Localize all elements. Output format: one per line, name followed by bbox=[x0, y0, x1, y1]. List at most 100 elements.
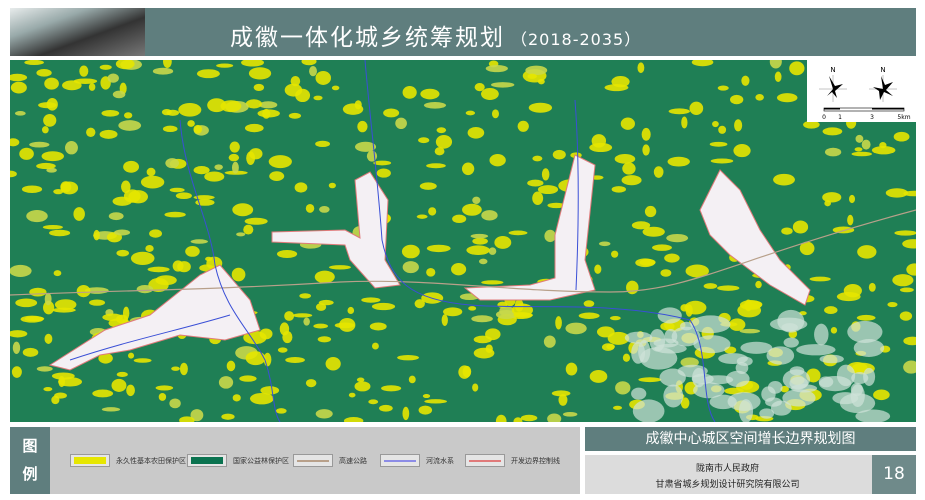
terrain-patch bbox=[847, 320, 883, 343]
farmland-patch bbox=[65, 141, 78, 155]
farmland-patch bbox=[481, 280, 504, 285]
farmland-patch bbox=[532, 155, 543, 162]
farmland-patch bbox=[642, 226, 665, 237]
farmland-patch bbox=[169, 187, 185, 193]
river-line bbox=[364, 60, 716, 422]
farmland-patch bbox=[207, 98, 226, 113]
farmland-patch bbox=[641, 127, 651, 141]
legend-item-forest: 国家公益林保护区 bbox=[187, 454, 289, 467]
terrain-patch bbox=[709, 394, 737, 410]
farmland-patch bbox=[314, 270, 335, 284]
terrain-patch bbox=[818, 376, 834, 388]
farmland-patch bbox=[488, 247, 497, 255]
farmland-patch bbox=[402, 406, 410, 421]
highway-line bbox=[10, 209, 916, 296]
farmland-patch bbox=[38, 102, 57, 109]
farmland-patch bbox=[216, 63, 234, 68]
farmland-patch bbox=[626, 280, 639, 295]
terrain-patch bbox=[703, 375, 734, 385]
farmland-patch bbox=[86, 127, 96, 137]
farmland-patch bbox=[62, 80, 82, 91]
legend-item-river: 河流水系 bbox=[380, 454, 454, 467]
farmland-patch bbox=[241, 60, 265, 67]
farmland-patch bbox=[376, 168, 391, 178]
farmland-patch bbox=[461, 162, 475, 176]
farmland-patch bbox=[604, 84, 629, 92]
farmland-patch bbox=[824, 306, 838, 315]
farmland-patch bbox=[472, 196, 481, 205]
farmland-patch bbox=[190, 239, 208, 244]
farmland-patch bbox=[873, 389, 890, 401]
farmland-patch bbox=[130, 251, 155, 265]
farmland-patch bbox=[328, 182, 336, 189]
farmland-patch bbox=[147, 266, 170, 273]
farmland-patch bbox=[611, 186, 627, 193]
farmland-patch bbox=[383, 108, 400, 118]
farmland-patch bbox=[583, 300, 595, 308]
farmland-patch bbox=[861, 139, 871, 150]
farmland-patch bbox=[443, 307, 463, 317]
farmland-patch bbox=[232, 203, 254, 217]
farmland-patch bbox=[471, 315, 493, 323]
farmland-patch bbox=[547, 413, 562, 422]
farmland-patch bbox=[598, 241, 611, 247]
farmland-patch bbox=[468, 306, 477, 311]
farmland-patch bbox=[155, 385, 174, 391]
farmland-patch bbox=[495, 310, 517, 320]
farmland-patch bbox=[43, 113, 57, 127]
farmland-patch bbox=[903, 336, 916, 346]
farmland-patch bbox=[508, 230, 528, 236]
farmland-patch bbox=[187, 120, 195, 127]
farmland-patch bbox=[562, 411, 578, 417]
farmland-patch bbox=[418, 405, 433, 415]
farmland-patch bbox=[769, 60, 782, 69]
farmland-patch bbox=[717, 285, 740, 291]
farmland-patch bbox=[435, 134, 453, 149]
svg-text:N: N bbox=[830, 66, 835, 74]
terrain-patch bbox=[727, 392, 761, 411]
farmland-patch bbox=[101, 109, 120, 117]
farmland-patch bbox=[193, 124, 203, 134]
farmland-patch bbox=[108, 212, 124, 221]
farmland-patch bbox=[10, 73, 28, 82]
farmland-patch bbox=[621, 175, 642, 186]
farmland-patch bbox=[799, 241, 815, 256]
farmland-patch bbox=[116, 249, 130, 257]
farmland-patch bbox=[175, 192, 192, 200]
farmland-patch bbox=[830, 327, 838, 334]
farmland-patch bbox=[371, 342, 379, 350]
farmland-patch bbox=[93, 229, 100, 241]
farmland-patch bbox=[54, 299, 77, 311]
farmland-patch bbox=[107, 73, 119, 83]
farmland-patch bbox=[551, 390, 571, 397]
farmland-patch bbox=[331, 85, 340, 91]
page-number: 18 bbox=[872, 455, 916, 494]
farmland-patch bbox=[128, 352, 135, 359]
farmland-patch bbox=[737, 303, 762, 318]
farmland-patch bbox=[681, 116, 688, 129]
town-area bbox=[48, 264, 261, 371]
planning-map[interactable]: N N 0 1 3 5km bbox=[10, 60, 916, 422]
farmland-patch bbox=[155, 275, 177, 286]
farmland-patch bbox=[809, 276, 831, 282]
farmland-patch bbox=[419, 182, 437, 190]
farmland-patch bbox=[204, 171, 225, 182]
farmland-patch bbox=[14, 111, 26, 116]
farmland-patch bbox=[185, 245, 200, 257]
farmland-patch bbox=[36, 69, 52, 77]
terrain-patch bbox=[853, 339, 885, 357]
farmland-patch bbox=[268, 155, 292, 169]
farmland-patch bbox=[666, 233, 689, 243]
terrain-patch bbox=[692, 367, 706, 388]
farmland-patch bbox=[614, 154, 636, 164]
terrain-patch bbox=[632, 399, 665, 422]
farmland-patch bbox=[36, 162, 56, 170]
farmland-patch bbox=[116, 371, 128, 378]
farmland-patch bbox=[41, 126, 49, 134]
farmland-patch bbox=[851, 151, 872, 157]
farmland-patch bbox=[162, 125, 178, 133]
farmland-patch bbox=[54, 392, 67, 399]
farmland-patch bbox=[343, 417, 364, 422]
farmland-patch bbox=[348, 392, 356, 398]
farmland-patch bbox=[712, 120, 719, 128]
